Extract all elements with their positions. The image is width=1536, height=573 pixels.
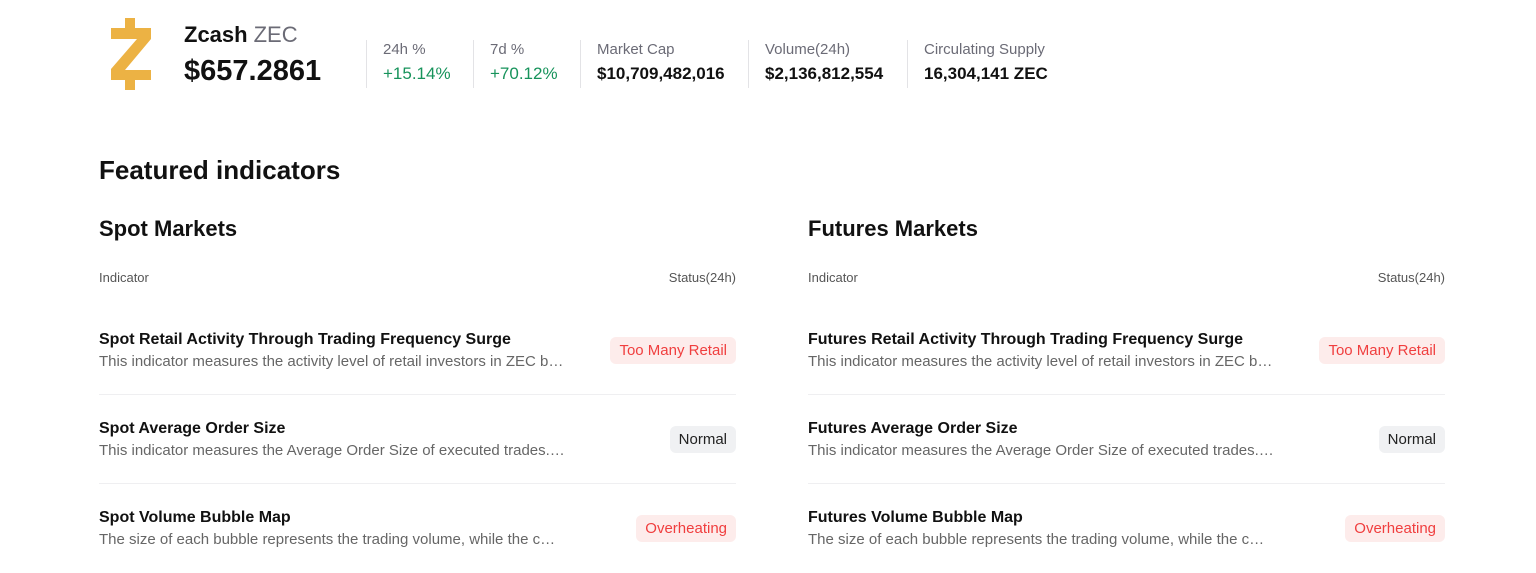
indicator-row[interactable]: Futures Retail Activity Through Trading … [808, 306, 1445, 395]
indicator-title: Spot Volume Bubble Map [99, 509, 291, 526]
indicator-row[interactable]: Spot Volume Bubble Map The size of each b… [99, 484, 736, 573]
indicator-description: This indicator measures the activity lev… [99, 352, 564, 370]
indicator-row[interactable]: Futures Volume Bubble Map The size of eac… [808, 484, 1445, 573]
stat-7d: 7d % +70.12% [473, 40, 558, 88]
coin-name: Zcash ZEC [184, 22, 298, 47]
stat-market-cap: Market Cap $10,709,482,016 [580, 40, 725, 88]
coin-symbol: ZEC [253, 22, 298, 47]
indicator-title: Spot Retail Activity Through Trading Fre… [99, 330, 511, 348]
indicator-title: Futures Average Order Size [808, 419, 1018, 437]
stat-supply: Circulating Supply 16,304,141 ZEC [907, 40, 1048, 88]
stat-volume: Volume(24h) $2,136,812,554 [748, 40, 883, 88]
indicator-row[interactable]: Spot Retail Activity Through Trading Fre… [99, 306, 736, 395]
stat-24h: 24h % +15.14% [366, 40, 451, 88]
indicator-description: This indicator measures the Average Orde… [99, 441, 565, 459]
panel-title: Futures Markets [808, 216, 978, 241]
indicator-row[interactable]: Futures Average Order Size This indicator… [808, 395, 1445, 484]
spot-markets-panel: Spot Markets Indicator Status(24h) Spot Re… [99, 216, 736, 573]
table-header: Indicator Status(24h) [99, 270, 736, 285]
indicator-description: The size of each bubble represents the t… [99, 531, 556, 548]
header-status: Status(24h) [668, 270, 736, 285]
panel-title: Spot Markets [99, 216, 238, 241]
status-badge: Normal [1378, 425, 1445, 453]
section-title: Featured indicators [99, 155, 341, 185]
status-badge: Too Many Retail [1319, 336, 1445, 364]
futures-markets-panel: Futures Markets Indicator Status(24h) Futu… [808, 216, 1445, 573]
indicator-description: The size of each bubble represents the t… [808, 531, 1265, 548]
status-badge: Overheating [636, 515, 736, 542]
header-indicator: Indicator [808, 270, 858, 285]
indicator-description: This indicator measures the Average Orde… [808, 441, 1274, 459]
coin-price: $657.2861 [184, 55, 322, 87]
header-status: Status(24h) [1377, 270, 1445, 285]
indicator-row[interactable]: Spot Average Order Size This indicator me… [99, 395, 736, 484]
indicator-description: This indicator measures the activity lev… [808, 352, 1273, 370]
status-badge: Too Many Retail [610, 336, 736, 364]
status-badge: Overheating [1345, 515, 1445, 542]
table-header: Indicator Status(24h) [808, 270, 1445, 285]
header-indicator: Indicator [99, 270, 149, 285]
status-badge: Normal [669, 425, 736, 453]
indicator-title: Futures Volume Bubble Map [808, 509, 1023, 526]
zcash-logo-icon [111, 18, 151, 90]
indicator-title: Futures Retail Activity Through Trading … [808, 330, 1244, 348]
indicator-title: Spot Average Order Size [99, 419, 286, 437]
